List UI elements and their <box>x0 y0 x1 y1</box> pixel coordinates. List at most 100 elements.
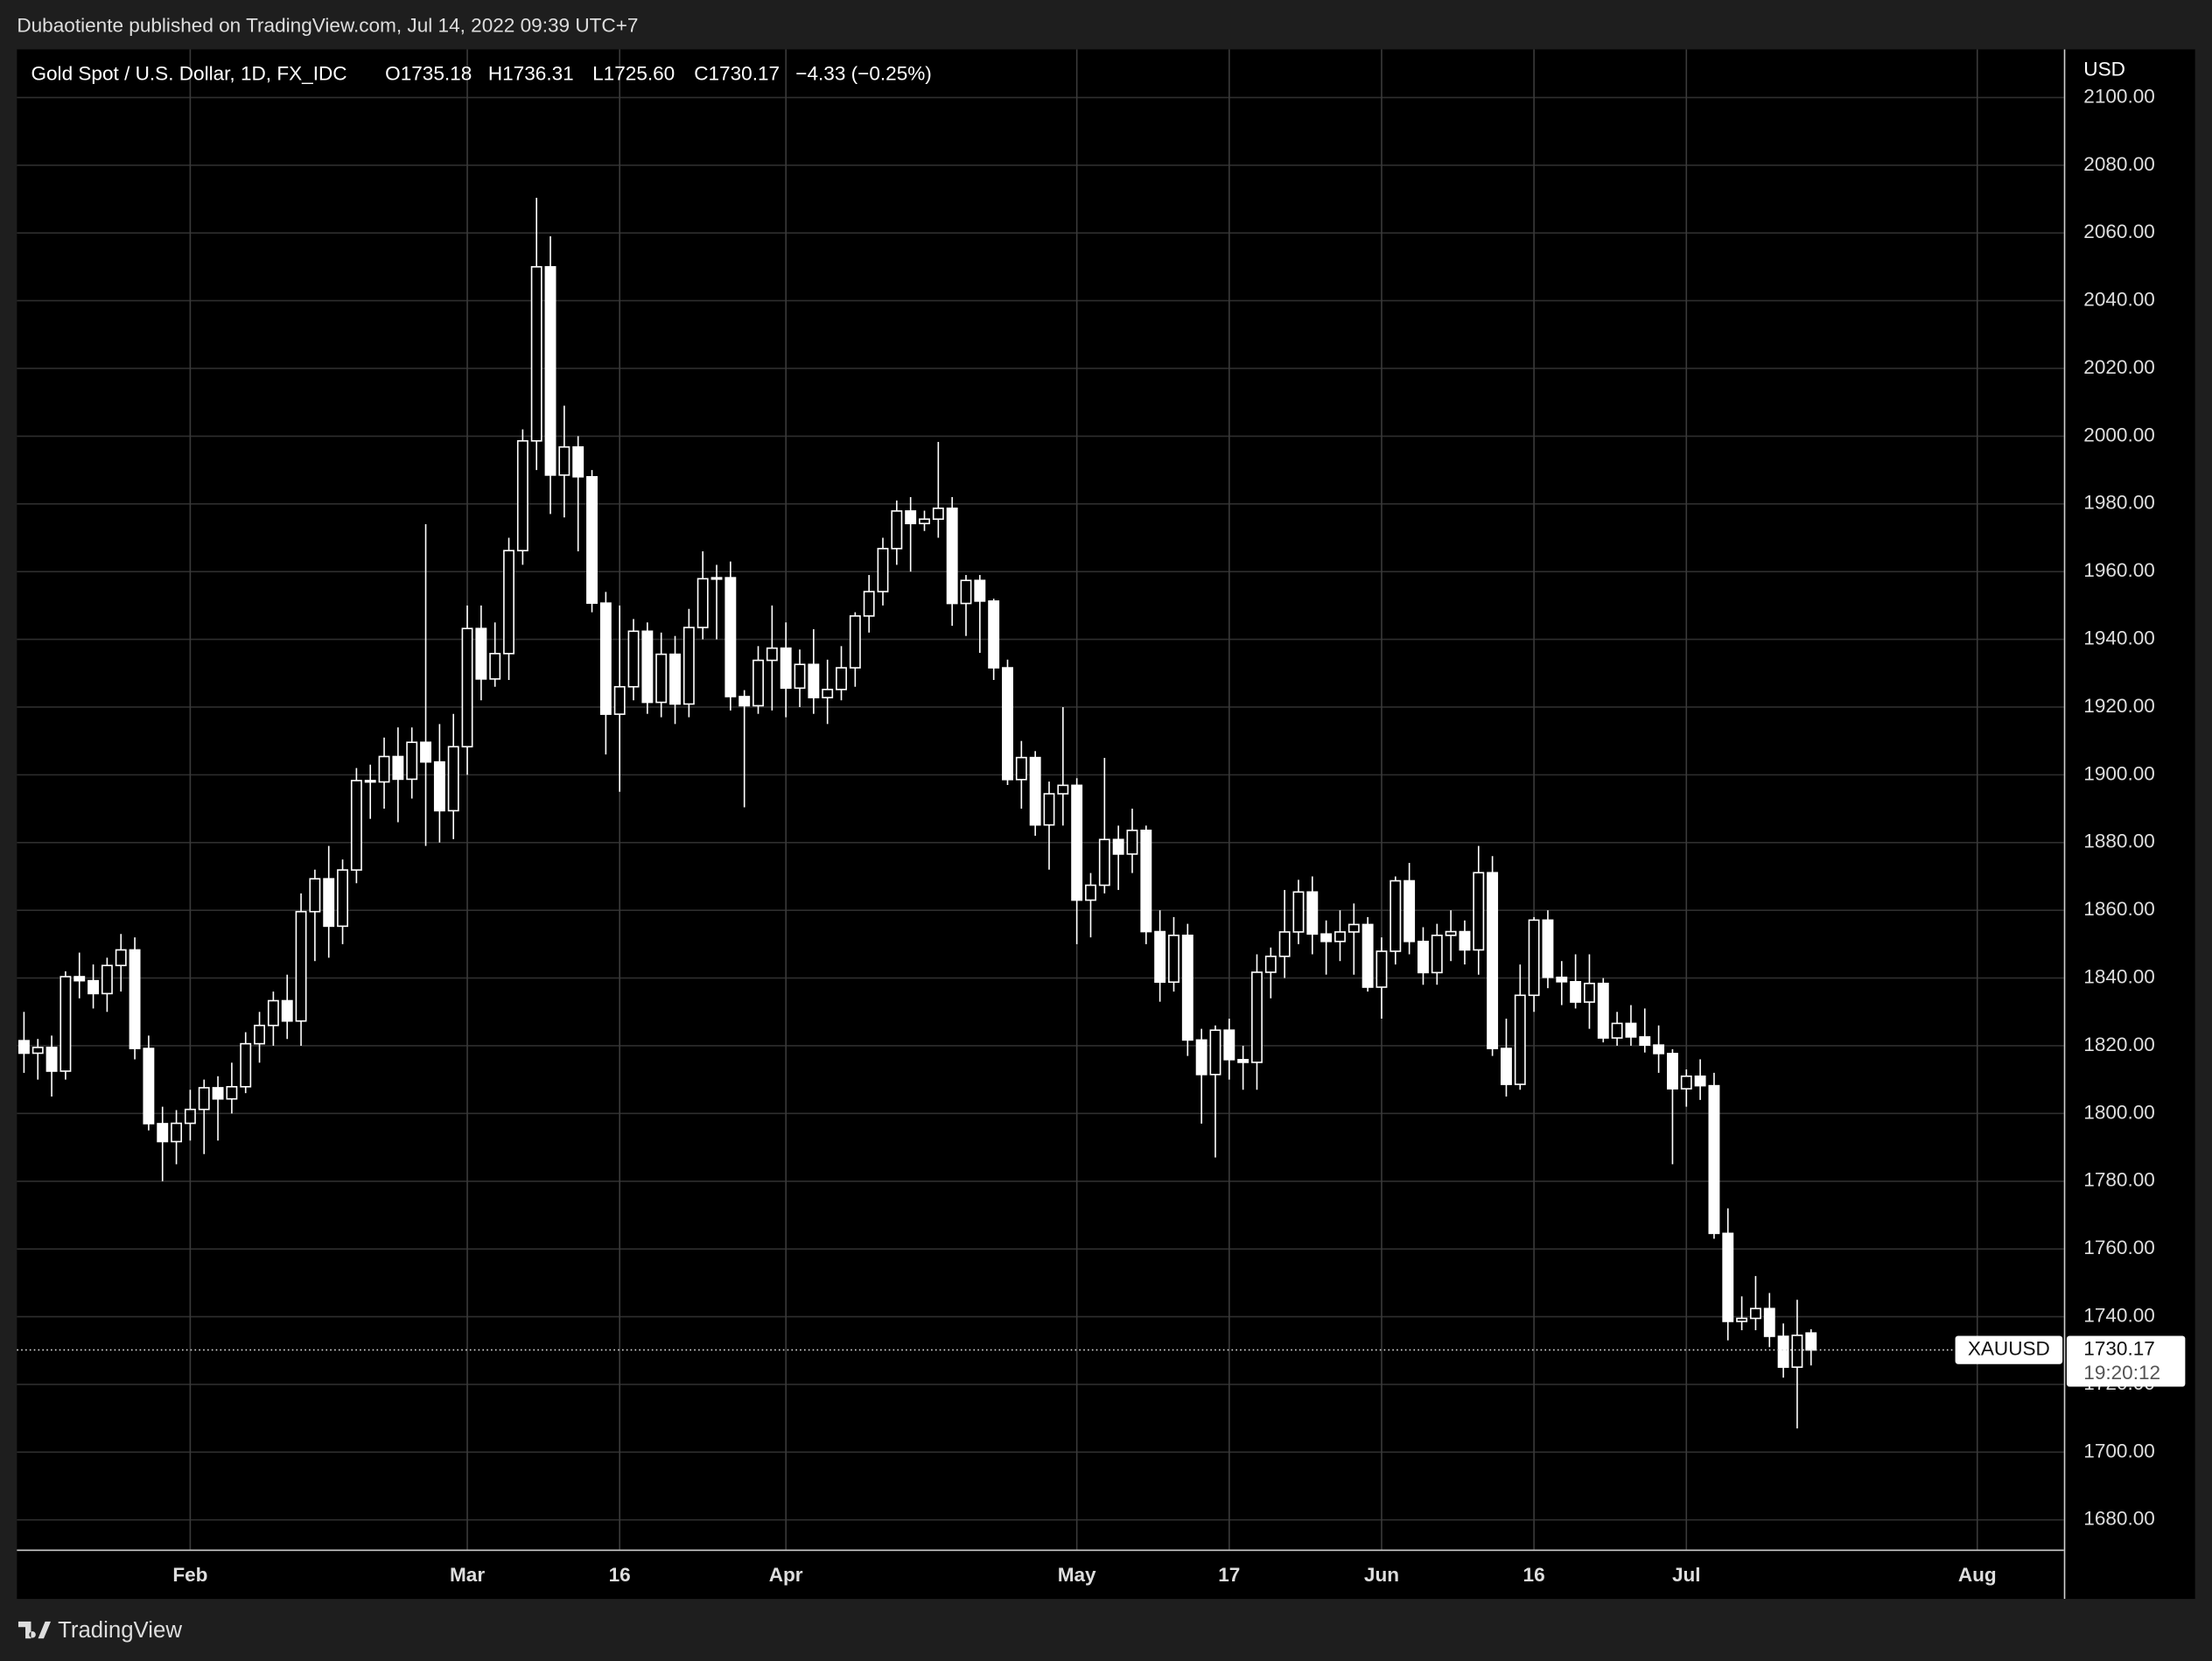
currency-label: USD <box>2083 59 2125 81</box>
legend-close: C1730.17 <box>694 62 780 84</box>
candle-body <box>1625 1022 1637 1038</box>
candle-body <box>1736 1317 1748 1322</box>
y-tick-label: 2080.00 <box>2083 153 2155 175</box>
candle-body <box>1362 923 1374 988</box>
y-tick-label: 1780.00 <box>2083 1169 2155 1191</box>
y-tick-label: 1860.00 <box>2083 898 2155 920</box>
candle-body <box>1168 934 1180 984</box>
candle-body <box>599 602 612 715</box>
candle-body <box>1306 891 1319 936</box>
chart-panel <box>17 49 2195 1600</box>
candle-body <box>1043 793 1055 826</box>
y-tick-label: 2000.00 <box>2083 424 2155 445</box>
candle-body <box>503 550 514 655</box>
brand-name: TradingView <box>58 1618 182 1643</box>
candle-body <box>1556 976 1568 983</box>
candle-body <box>378 755 390 783</box>
x-tick-label: May <box>1058 1564 1096 1586</box>
candle-body <box>586 476 598 604</box>
candle-body <box>1057 784 1069 795</box>
candle-body <box>420 741 431 763</box>
candle-body <box>461 627 473 748</box>
candle-body <box>1195 1039 1208 1076</box>
candle-body <box>1390 880 1402 952</box>
price-tag-value: 1730.17 <box>2083 1338 2155 1360</box>
candle-body <box>447 746 459 812</box>
candle-body <box>669 653 681 705</box>
candle-body <box>752 659 764 707</box>
candle-body <box>489 653 501 680</box>
candle-body <box>267 999 279 1027</box>
candle-body <box>115 949 127 967</box>
candle-body <box>1653 1044 1665 1055</box>
candle-body <box>406 741 418 781</box>
candle-body <box>572 445 584 478</box>
candle-body <box>974 579 986 602</box>
candle-body <box>1445 930 1457 936</box>
candle-body <box>1666 1053 1678 1090</box>
candle-body <box>364 780 376 783</box>
candle-body <box>849 615 861 669</box>
candle-body <box>157 1123 169 1143</box>
candle-body <box>1418 940 1429 974</box>
price-tag-countdown: 19:20:12 <box>2083 1362 2160 1384</box>
candle-body <box>655 653 668 704</box>
y-tick-label: 2100.00 <box>2083 85 2155 107</box>
candle-body <box>88 979 100 995</box>
brand-logo <box>18 1621 52 1639</box>
y-tick-label: 1700.00 <box>2083 1440 2155 1461</box>
candle-body <box>1071 784 1083 901</box>
candle-body <box>323 878 335 928</box>
x-tick-label: Mar <box>450 1564 485 1586</box>
candle-body <box>1154 930 1166 984</box>
candle-body <box>1791 1335 1803 1369</box>
legend-open: O1735.18 <box>385 62 472 84</box>
symbol-tag <box>1955 1335 2063 1364</box>
candle-body <box>1514 994 1526 1085</box>
symbol-title: Gold Spot / U.S. Dollar, 1D, FX_IDC <box>31 62 346 84</box>
candle-body <box>1237 1059 1250 1063</box>
candle-body <box>808 663 820 698</box>
candle-body <box>212 1087 224 1100</box>
candle-body <box>544 266 556 476</box>
candle-body <box>696 578 709 628</box>
legend-change: −4.33 (−0.25%) <box>795 62 932 84</box>
candle-body <box>1404 880 1416 943</box>
candle-body <box>641 630 654 704</box>
candle-body <box>1098 838 1110 887</box>
candle-body <box>240 1042 252 1088</box>
candle-body <box>766 647 778 662</box>
y-tick-label: 2060.00 <box>2083 221 2155 242</box>
candles <box>18 197 1817 1429</box>
brand: TradingView <box>18 1618 182 1643</box>
candle-body <box>1528 919 1540 997</box>
axis-label-bg <box>2068 53 2193 88</box>
candle-body <box>1348 923 1360 933</box>
candle-body <box>682 627 695 705</box>
candle-body <box>1085 884 1096 901</box>
candle-body <box>1722 1232 1734 1322</box>
candle-body <box>1181 934 1194 1041</box>
candle-body <box>1680 1075 1692 1090</box>
candle-body <box>960 579 972 605</box>
y-tick-label: 1900.00 <box>2083 762 2155 784</box>
candle-body <box>1611 1022 1623 1039</box>
y-tick-label: 1880.00 <box>2083 830 2155 852</box>
candle-body <box>392 755 404 781</box>
candle-body <box>1251 971 1263 1063</box>
x-tick-label: Feb <box>172 1564 207 1586</box>
x-tick-label: 16 <box>1523 1564 1545 1586</box>
candle-body <box>877 548 889 592</box>
candle-body <box>32 1047 44 1055</box>
candle-body <box>627 630 640 688</box>
candle-body <box>1029 756 1041 826</box>
candle-body <box>836 667 847 690</box>
candle-body <box>1320 933 1333 943</box>
candle-body <box>1140 830 1152 933</box>
x-tick-label: 16 <box>609 1564 631 1586</box>
candle-body <box>1459 930 1471 951</box>
candle-body <box>1473 872 1485 951</box>
y-tick-label: 1960.00 <box>2083 559 2155 581</box>
candle-body <box>475 627 487 680</box>
